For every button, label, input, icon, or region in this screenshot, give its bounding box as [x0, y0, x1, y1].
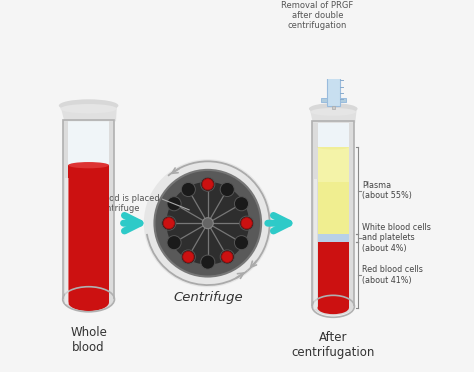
Bar	[65, 177, 69, 304]
Text: The blood is placed
in a centrifuge: The blood is placed in a centrifuge	[78, 194, 160, 213]
Ellipse shape	[310, 108, 356, 116]
Ellipse shape	[201, 177, 215, 191]
Ellipse shape	[202, 179, 213, 190]
Ellipse shape	[241, 218, 252, 229]
Ellipse shape	[309, 103, 357, 114]
Ellipse shape	[59, 99, 118, 112]
Polygon shape	[318, 147, 349, 182]
Polygon shape	[332, 106, 335, 109]
Ellipse shape	[155, 170, 261, 276]
Polygon shape	[60, 106, 117, 121]
Ellipse shape	[181, 182, 195, 196]
Polygon shape	[339, 98, 346, 102]
Bar	[332, 43, 335, 52]
Ellipse shape	[240, 216, 254, 230]
Polygon shape	[63, 120, 115, 299]
Ellipse shape	[144, 159, 272, 287]
Ellipse shape	[181, 250, 195, 264]
Ellipse shape	[202, 218, 213, 229]
Polygon shape	[321, 98, 327, 102]
Ellipse shape	[163, 218, 174, 229]
Ellipse shape	[60, 104, 117, 113]
Polygon shape	[318, 242, 349, 308]
Ellipse shape	[220, 182, 234, 196]
Text: After
centrifugation: After centrifugation	[292, 331, 375, 359]
Ellipse shape	[68, 162, 109, 168]
Polygon shape	[318, 123, 349, 147]
Text: White blood cells
and platelets
(about 4%): White blood cells and platelets (about 4…	[362, 223, 431, 253]
Ellipse shape	[68, 294, 109, 311]
Ellipse shape	[162, 216, 176, 230]
Ellipse shape	[167, 197, 181, 211]
Ellipse shape	[222, 251, 233, 263]
Ellipse shape	[182, 251, 194, 263]
Text: Plasma
(about 55%): Plasma (about 55%)	[362, 181, 412, 200]
Ellipse shape	[235, 235, 248, 250]
Polygon shape	[310, 109, 357, 123]
Bar	[314, 179, 317, 310]
Ellipse shape	[167, 235, 181, 250]
Text: Red blood cells
(about 41%): Red blood cells (about 41%)	[362, 265, 423, 285]
Ellipse shape	[166, 182, 249, 264]
Polygon shape	[318, 234, 349, 242]
Polygon shape	[327, 52, 339, 106]
Text: Centrifuge: Centrifuge	[173, 291, 243, 304]
Polygon shape	[318, 147, 349, 234]
Ellipse shape	[235, 197, 248, 211]
Ellipse shape	[201, 255, 215, 269]
Text: Whole
blood: Whole blood	[70, 326, 107, 354]
Polygon shape	[312, 121, 355, 305]
Ellipse shape	[220, 250, 234, 264]
Ellipse shape	[318, 145, 349, 150]
Polygon shape	[68, 165, 109, 302]
Polygon shape	[68, 121, 109, 167]
Ellipse shape	[312, 294, 355, 316]
Bar	[327, 41, 339, 44]
Ellipse shape	[318, 302, 349, 314]
Ellipse shape	[63, 287, 115, 312]
Text: Removal of PRGF
after double
centrifugation: Removal of PRGF after double centrifugat…	[282, 0, 354, 30]
